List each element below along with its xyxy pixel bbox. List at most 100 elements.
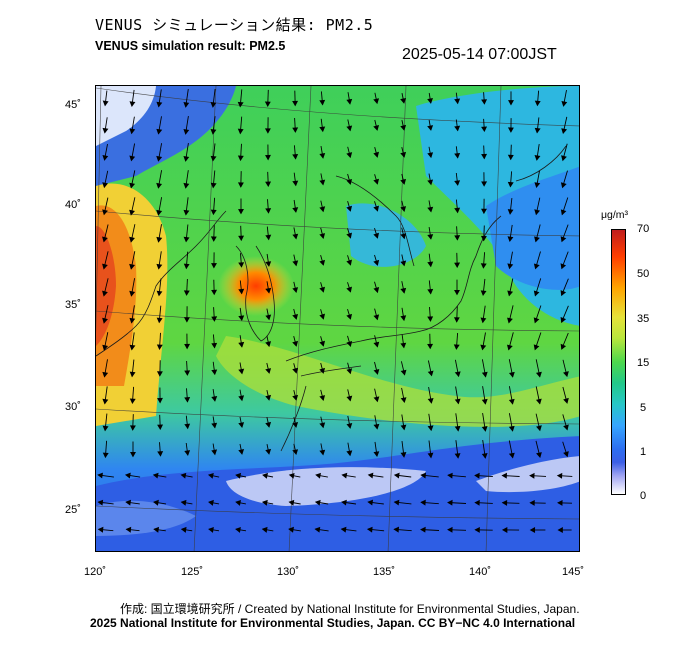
credit-line: 作成: 国立環境研究所 / Created by National Instit… (120, 602, 580, 616)
arrow-head-icon (210, 209, 217, 216)
arrow-head-icon (314, 526, 321, 533)
arrow-head-icon (208, 527, 214, 533)
arrow-head-icon (129, 128, 136, 135)
arrow-head-icon (183, 156, 190, 162)
arrow-head-icon (529, 527, 536, 533)
arrow-head-icon (315, 472, 321, 479)
arrow-head-icon (481, 371, 488, 378)
arrow-head-icon (102, 209, 108, 216)
arrow-head-icon (261, 499, 268, 506)
arrow-head-icon (400, 178, 407, 185)
arrow-head-icon (319, 206, 326, 213)
arrow-head-icon (102, 452, 109, 459)
arrow-head-icon (400, 452, 407, 458)
arrow-head-icon (319, 340, 326, 347)
arrow-head-icon (373, 314, 380, 321)
arrow-head-icon (400, 397, 407, 404)
arrow-head-icon (265, 421, 272, 428)
arrow-head-icon (454, 289, 460, 296)
arrow-head-icon (97, 526, 104, 533)
arrow-head-icon (183, 102, 190, 108)
arrow-head-icon (211, 369, 218, 376)
arrow-head-icon (507, 209, 514, 215)
arrow-head-icon (265, 448, 272, 455)
arrow-head-icon (508, 371, 515, 378)
arrow-head-icon (180, 499, 187, 506)
arrow-head-icon (447, 499, 453, 506)
arrow-head-icon (292, 100, 299, 107)
arrow-head-icon (238, 368, 245, 375)
arrow-head-icon (129, 371, 136, 378)
arrow-head-icon (238, 341, 245, 348)
arrow-head-icon (481, 153, 488, 160)
arrow-head-icon (319, 449, 326, 456)
arrow-head-icon (156, 128, 163, 135)
arrow-head-icon (373, 341, 380, 348)
arrow-head-icon (400, 342, 407, 349)
arrow-head-icon (454, 235, 461, 241)
arrow-head-icon (265, 261, 272, 267)
arrow-head-icon (184, 343, 191, 350)
arrow-head-icon (560, 209, 567, 216)
arrow-head-icon (507, 290, 514, 297)
arrow-head-icon (420, 499, 426, 506)
arrow-head-icon (156, 182, 163, 189)
arrow-head-icon (400, 424, 407, 431)
arrow-head-icon (454, 425, 461, 432)
arrow-head-icon (560, 236, 567, 243)
arrow-head-icon (210, 128, 217, 135)
arrow-head-icon (508, 100, 514, 106)
arrow-head-icon (102, 290, 108, 297)
arrow-head-icon (481, 208, 487, 215)
arrow-head-icon (183, 182, 190, 189)
arrow-head-icon (346, 450, 353, 457)
arrow-head-icon (373, 368, 380, 375)
arrow-head-icon (481, 453, 488, 459)
arrow-head-icon (210, 155, 217, 162)
arrow-head-icon (125, 499, 132, 506)
arrow-head-icon (534, 236, 540, 243)
arrow-head-icon (447, 472, 453, 479)
arrow-head-icon (319, 179, 326, 186)
arrow-head-icon (557, 499, 563, 506)
arrow-head-icon (265, 181, 272, 188)
arrow-head-icon (238, 449, 245, 455)
arrow-head-icon (264, 101, 271, 108)
arrow-head-icon (156, 155, 163, 162)
arrow-head-icon (427, 179, 434, 186)
colorbar-label-35: 35 (637, 313, 650, 325)
arrow-head-icon (507, 181, 514, 188)
colorbar-label-15: 15 (637, 357, 650, 369)
arrow-head-icon (129, 344, 136, 351)
arrow-head-icon (533, 263, 540, 270)
arrow-head-icon (130, 452, 136, 458)
arrow-head-icon (373, 98, 380, 105)
arrow-head-icon (561, 101, 568, 107)
arrow-head-icon (184, 423, 191, 430)
arrow-head-icon (156, 263, 163, 270)
arrow-head-icon (366, 526, 373, 533)
arrow-head-icon (102, 317, 108, 324)
arrow-head-icon (400, 124, 407, 131)
colorbar-label-0: 0 (640, 490, 647, 502)
arrow-head-icon (508, 398, 515, 405)
arrow-head-icon (319, 233, 326, 240)
arrow-head-icon (480, 290, 487, 297)
arrow-head-icon (480, 344, 487, 351)
arrow-head-icon (373, 232, 379, 239)
arrow-head-icon (400, 151, 407, 158)
arrow-head-icon (501, 499, 508, 506)
lat-label-30: 30˚ (65, 401, 81, 413)
arrow-head-icon (156, 290, 163, 297)
arrow-head-icon (102, 182, 109, 189)
arrow-head-icon (102, 398, 109, 405)
arrow-head-icon (529, 499, 535, 506)
arrow-head-icon (314, 499, 321, 506)
arrow-head-icon (474, 499, 480, 506)
arrow-head-icon (292, 313, 299, 320)
arrow-head-icon (346, 423, 353, 429)
arrow-head-icon (481, 126, 488, 133)
arrow-head-icon (560, 343, 567, 350)
arrow-head-icon (420, 472, 427, 479)
arrow-head-icon (235, 472, 242, 479)
